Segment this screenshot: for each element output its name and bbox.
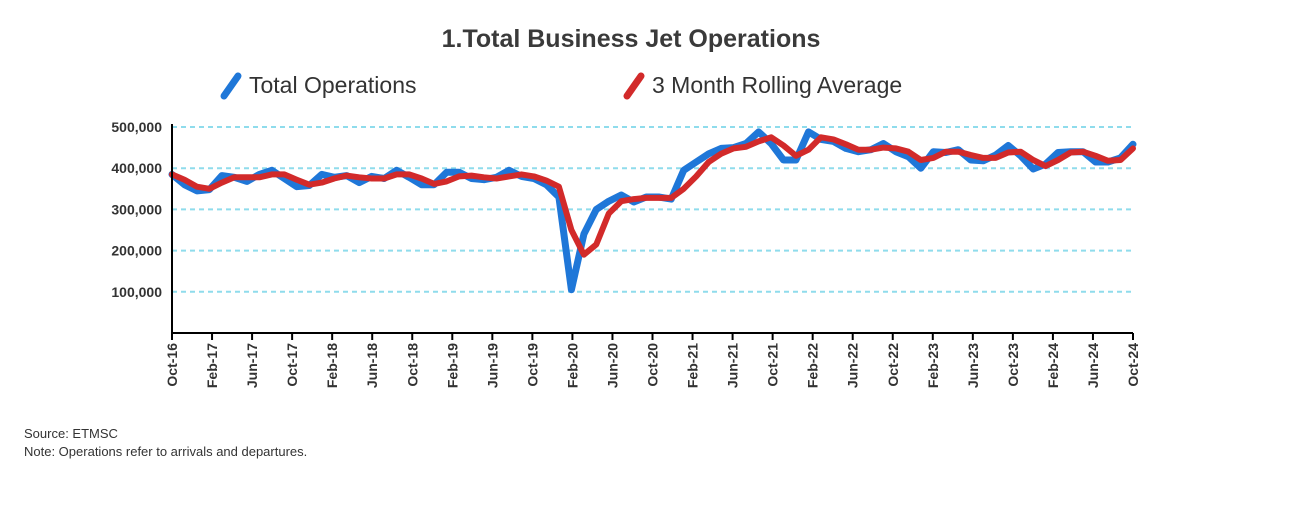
x-tick-label: Feb-18 [324,343,340,388]
gridlines [172,126,1133,293]
x-tick-label: Oct-20 [645,343,661,387]
legend-label-total: Total Operations [249,72,416,98]
y-tick-label: 200,000 [111,243,162,259]
x-tick-label: Oct-21 [765,343,781,387]
legend-swatch-total [220,72,242,100]
x-tick-label: Feb-22 [805,343,821,388]
x-tick-label: Oct-17 [284,343,300,387]
x-tick-label: Jun-23 [965,343,981,388]
x-tick-label: Feb-24 [1045,343,1061,388]
x-tick-label: Jun-17 [244,343,260,388]
y-tick-label: 400,000 [111,160,162,176]
x-tick-label: Oct-24 [1125,343,1141,387]
y-tick-label: 300,000 [111,201,162,217]
x-tick-label: Feb-17 [204,343,220,388]
y-tick-label: 500,000 [111,119,162,135]
x-tick-label: Jun-18 [364,343,380,388]
operations-note: Note: Operations refer to arrivals and d… [24,444,308,459]
x-tick-label: Jun-20 [604,343,620,388]
series-line-avg [169,134,1136,258]
legend-item-avg: 3 Month Rolling Average [623,72,902,100]
x-tick-label: Oct-18 [404,343,420,387]
x-tick-label: Feb-20 [564,343,580,388]
legend: Total Operations 3 Month Rolling Average [220,72,902,100]
legend-item-total: Total Operations [220,72,416,100]
x-tick-label: Oct-22 [885,343,901,387]
x-axis-ticks: Oct-16 Feb-17 Jun-17 Oct-17 Feb-18 Jun-18 Oct-… [164,333,1141,388]
legend-swatch-avg [623,72,645,100]
y-tick-label: 100,000 [111,284,162,300]
x-tick-label: Feb-21 [685,343,701,388]
x-tick-label: Feb-23 [925,343,941,388]
x-tick-label: Jun-24 [1085,343,1101,388]
x-tick-label: Jun-21 [725,343,741,388]
x-tick-label: Oct-23 [1005,343,1021,387]
x-tick-label: Jun-22 [845,343,861,388]
source-note: Source: ETMSC [24,426,118,441]
chart-title: 1.Total Business Jet Operations [442,25,821,53]
y-axis-ticks: 100,000 200,000 300,000 400,000 500,000 [111,119,162,300]
x-tick-label: Feb-19 [444,343,460,388]
x-tick-label: Jun-19 [484,343,500,388]
legend-label-avg: 3 Month Rolling Average [652,72,902,98]
x-tick-label: Oct-19 [524,343,540,387]
series-lines [168,128,1137,294]
x-tick-label: Oct-16 [164,343,180,387]
